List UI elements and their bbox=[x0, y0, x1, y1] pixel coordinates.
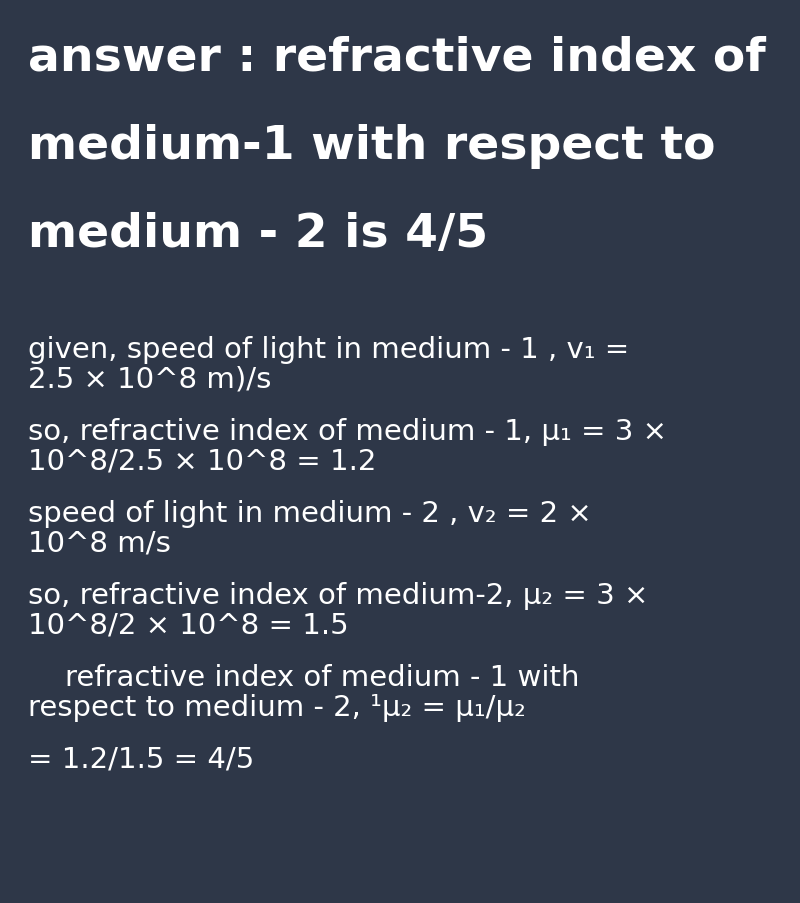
Text: 2.5 × 10^8 m)/s: 2.5 × 10^8 m)/s bbox=[28, 366, 271, 394]
Text: answer : refractive index of: answer : refractive index of bbox=[28, 36, 766, 81]
Text: given, speed of light in medium - 1 , v₁ =: given, speed of light in medium - 1 , v₁… bbox=[28, 336, 630, 364]
Text: 10^8/2 × 10^8 = 1.5: 10^8/2 × 10^8 = 1.5 bbox=[28, 611, 349, 639]
Text: so, refractive index of medium-2, μ₂ = 3 ×: so, refractive index of medium-2, μ₂ = 3… bbox=[28, 582, 648, 610]
Text: medium - 2 is 4/5: medium - 2 is 4/5 bbox=[28, 212, 488, 256]
Text: 10^8/2.5 × 10^8 = 1.2: 10^8/2.5 × 10^8 = 1.2 bbox=[28, 448, 376, 476]
Text: medium-1 with respect to: medium-1 with respect to bbox=[28, 124, 715, 169]
Text: refractive index of medium - 1 with: refractive index of medium - 1 with bbox=[28, 664, 579, 691]
Text: respect to medium - 2, ¹μ₂ = μ₁/μ₂: respect to medium - 2, ¹μ₂ = μ₁/μ₂ bbox=[28, 694, 526, 721]
Text: = 1.2/1.5 = 4/5: = 1.2/1.5 = 4/5 bbox=[28, 745, 254, 773]
Text: so, refractive index of medium - 1, μ₁ = 3 ×: so, refractive index of medium - 1, μ₁ =… bbox=[28, 417, 667, 445]
Text: 10^8 m/s: 10^8 m/s bbox=[28, 529, 171, 557]
Text: speed of light in medium - 2 , v₂ = 2 ×: speed of light in medium - 2 , v₂ = 2 × bbox=[28, 499, 592, 527]
